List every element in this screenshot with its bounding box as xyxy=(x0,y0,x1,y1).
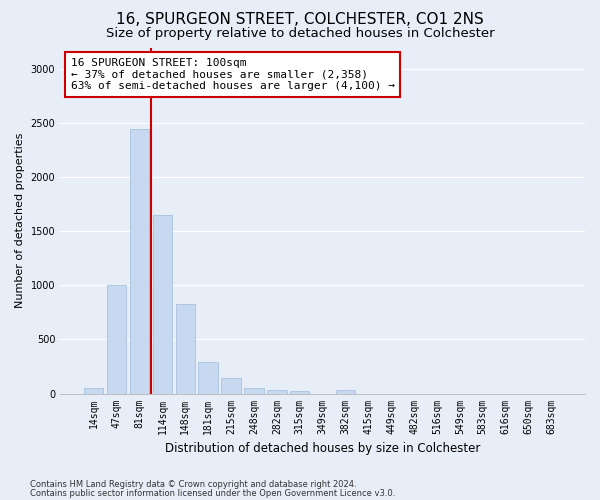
Text: 16 SPURGEON STREET: 100sqm
← 37% of detached houses are smaller (2,358)
63% of s: 16 SPURGEON STREET: 100sqm ← 37% of deta… xyxy=(71,58,395,91)
Bar xyxy=(199,362,218,394)
Bar xyxy=(221,378,241,394)
Text: Contains HM Land Registry data © Crown copyright and database right 2024.: Contains HM Land Registry data © Crown c… xyxy=(30,480,356,489)
Bar xyxy=(107,286,127,394)
Bar xyxy=(244,388,263,394)
Bar xyxy=(336,390,355,394)
Bar xyxy=(84,388,103,394)
Text: Contains public sector information licensed under the Open Government Licence v3: Contains public sector information licen… xyxy=(30,488,395,498)
Bar xyxy=(130,128,149,394)
Y-axis label: Number of detached properties: Number of detached properties xyxy=(15,133,25,308)
X-axis label: Distribution of detached houses by size in Colchester: Distribution of detached houses by size … xyxy=(165,442,480,455)
Bar xyxy=(290,392,310,394)
Text: Size of property relative to detached houses in Colchester: Size of property relative to detached ho… xyxy=(106,28,494,40)
Text: 16, SPURGEON STREET, COLCHESTER, CO1 2NS: 16, SPURGEON STREET, COLCHESTER, CO1 2NS xyxy=(116,12,484,28)
Bar xyxy=(152,215,172,394)
Bar xyxy=(176,304,195,394)
Bar xyxy=(267,390,287,394)
